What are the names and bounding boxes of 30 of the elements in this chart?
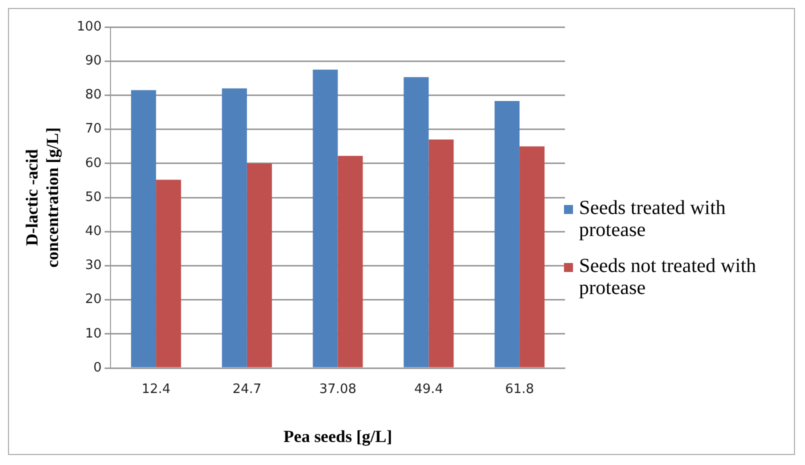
x-tick-label: 37.08 xyxy=(319,382,356,398)
y-tick-label: 0 xyxy=(93,360,102,376)
y-tick-label: 60 xyxy=(85,156,102,171)
y-tick-label: 30 xyxy=(85,258,102,274)
bar xyxy=(222,88,247,368)
x-tick-label: 49.4 xyxy=(414,382,444,398)
bar xyxy=(428,140,454,368)
x-tick-label: 24.7 xyxy=(232,382,262,398)
y-tick-label: 20 xyxy=(85,292,102,308)
y-tick-label: 10 xyxy=(85,326,102,342)
y-tick-label: 40 xyxy=(85,224,102,239)
y-tick-label: 80 xyxy=(85,88,102,103)
legend-label: Seeds treated with protease xyxy=(579,197,727,241)
bar xyxy=(494,100,520,368)
bar xyxy=(520,146,545,368)
y-tick-label: 50 xyxy=(85,190,102,205)
x-tick-label: 61.8 xyxy=(505,382,534,398)
bar xyxy=(131,90,156,368)
bar xyxy=(404,77,429,368)
bar xyxy=(246,163,272,368)
y-tick-label: 70 xyxy=(85,122,102,137)
y-tick-label: 90 xyxy=(85,53,102,68)
x-axis-title: Pea seeds [g/L] xyxy=(284,427,392,446)
bar xyxy=(338,156,363,368)
bar xyxy=(312,70,338,368)
x-tick-label: 12.4 xyxy=(142,382,171,398)
y-tick-label: 100 xyxy=(76,19,102,34)
legend-label: Seeds not treated with protease xyxy=(579,255,758,299)
y-axis-title: D-lactic -acid concentration [g/L] xyxy=(22,127,62,268)
bar xyxy=(156,180,182,368)
